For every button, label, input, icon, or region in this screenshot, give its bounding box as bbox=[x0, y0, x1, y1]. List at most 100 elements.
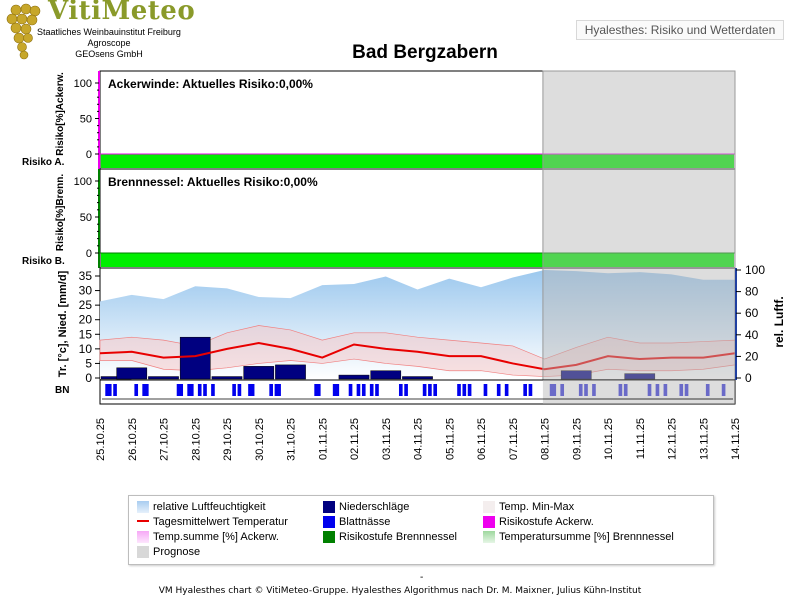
x-tick-label-11.11.25: 11.11.25 bbox=[635, 418, 647, 459]
legend-item-mean-temp: Tagesmittelwert Temperatur bbox=[137, 515, 288, 529]
leaf-wetness-block-13.11.25 bbox=[721, 384, 726, 396]
x-tick-label-08.11.25: 08.11.25 bbox=[540, 418, 552, 460]
risk-tick-label-ackerwinde: 50 bbox=[80, 114, 92, 126]
leaf-wetness-block-02.11.25 bbox=[369, 384, 374, 396]
leaf-wetness-block-29.10.25 bbox=[250, 384, 255, 396]
weather-tick-label-left: 10 bbox=[79, 342, 93, 356]
leaf-wetness-block-25.10.25 bbox=[105, 384, 109, 396]
weather-tick-label-left: 5 bbox=[85, 356, 92, 370]
legend-item-risk-ackerwinde: Risikostufe Ackerw. bbox=[483, 515, 594, 529]
grape-icon bbox=[6, 3, 41, 60]
legend-swatch-prognose bbox=[137, 546, 149, 558]
weather-tick-label-left: 20 bbox=[79, 313, 93, 327]
leaf-wetness-block-05.11.25 bbox=[467, 384, 472, 396]
leaf-wetness-block-04.11.25 bbox=[433, 384, 438, 396]
x-tick-label-14.11.25: 14.11.25 bbox=[730, 418, 742, 460]
chart-title: Bad Bergzabern bbox=[352, 42, 498, 63]
x-tick-label-13.11.25: 13.11.25 bbox=[698, 418, 710, 460]
footer-dash: - bbox=[420, 572, 424, 583]
leaf-wetness-block-08.11.25 bbox=[560, 384, 565, 396]
precipitation-bar-31.10.25 bbox=[275, 364, 306, 380]
x-tick-label-25.10.25: 25.10.25 bbox=[95, 418, 107, 461]
leaf-wetness-block-10.11.25 bbox=[618, 384, 623, 396]
risk-panel-brennnessel bbox=[99, 168, 736, 269]
vitimeteo-logo: VitiMeteo Staatliches Weinbauinstitut Fr… bbox=[0, 0, 195, 62]
risk-tick-label-brennnessel: 100 bbox=[74, 176, 92, 188]
leaf-wetness-block-31.10.25 bbox=[314, 384, 318, 396]
header-badge: Hyalesthes: Risiko und Wetterdaten bbox=[576, 20, 784, 40]
leaf-wetness-block-07.11.25 bbox=[523, 384, 527, 396]
weather-tick-label-left: 35 bbox=[79, 269, 93, 283]
x-tick-label-10.11.25: 10.11.25 bbox=[603, 418, 615, 460]
x-tick-label-01.11.25: 01.11.25 bbox=[317, 418, 329, 460]
leaf-wetness-block-30.10.25 bbox=[277, 384, 281, 396]
x-tick-label-31.10.25: 31.10.25 bbox=[286, 418, 298, 461]
leaf-wetness-block-26.10.25 bbox=[144, 384, 149, 396]
legend-swatch-mean-temp bbox=[137, 520, 149, 522]
x-tick-label-30.10.25: 30.10.25 bbox=[254, 418, 266, 461]
x-tick-label-04.11.25: 04.11.25 bbox=[413, 418, 425, 460]
x-tick-label-03.11.25: 03.11.25 bbox=[381, 418, 393, 460]
leaf-wetness-block-02.11.25 bbox=[356, 384, 361, 396]
legend-item-leaf-wetness: Blattnässe bbox=[323, 515, 390, 529]
leaf-wetness-block-01.11.25 bbox=[335, 384, 340, 396]
leaf-wetness-block-06.11.25 bbox=[504, 384, 509, 396]
leaf-wetness-block-12.11.25 bbox=[684, 384, 689, 396]
x-tick-label-28.10.25: 28.10.25 bbox=[190, 418, 202, 461]
leaf-wetness-block-31.10.25 bbox=[316, 384, 321, 396]
x-tick-label-07.11.25: 07.11.25 bbox=[508, 418, 520, 460]
leaf-wetness-block-27.10.25 bbox=[189, 384, 194, 396]
logo-title: VitiMeteo bbox=[48, 0, 196, 26]
x-tick-label-09.11.25: 09.11.25 bbox=[571, 418, 583, 460]
leaf-wetness-block-30.10.25 bbox=[269, 384, 273, 396]
precipitation-bar-28.10.25 bbox=[179, 336, 211, 380]
leaf-wetness-block-13.11.25 bbox=[705, 384, 710, 396]
risk-tick-label-brennnessel: 0 bbox=[86, 248, 92, 260]
precipitation-bar-26.10.25 bbox=[116, 367, 148, 380]
logo-line-geosens: GEOsens GmbH bbox=[75, 49, 143, 59]
leaf-wetness-block-01.11.25 bbox=[348, 384, 353, 396]
leaf-wetness-block-25.10.25 bbox=[107, 384, 112, 396]
risk-level-band-brennnessel bbox=[101, 253, 734, 267]
x-tick-label-27.10.25: 27.10.25 bbox=[159, 418, 171, 461]
leaf-wetness-block-29.10.25 bbox=[248, 384, 252, 396]
chart-legend: relative Luftfeuchtigkeit Niederschläge … bbox=[128, 495, 714, 565]
precipitation-bar-02.11.25 bbox=[338, 374, 370, 380]
mean-temperature-line bbox=[99, 342, 736, 371]
legend-swatch-temp-minmax bbox=[483, 501, 495, 513]
logo-line-agroscope: Agroscope bbox=[87, 38, 131, 48]
prognose-overlay bbox=[542, 70, 736, 381]
weather-axis-label-left: Tr. [°c], Nied. [mm/d] bbox=[57, 270, 69, 377]
weather-tick-label-right: 40 bbox=[745, 328, 759, 342]
weather-tick-label-left: 25 bbox=[79, 298, 93, 312]
precipitation-bar-03.11.25 bbox=[370, 370, 402, 380]
legend-swatch-risk-brennnessel bbox=[323, 531, 335, 543]
risk-tick-label-ackerwinde: 100 bbox=[74, 78, 92, 90]
leaf-wetness-block-27.10.25 bbox=[187, 384, 191, 396]
prognose-overlay-strip bbox=[542, 380, 735, 404]
risk-row-label-brennnessel: Risiko B. bbox=[22, 256, 65, 267]
leaf-wetness-block-11.11.25 bbox=[655, 384, 660, 396]
legend-swatch-tempsum-ackerwinde bbox=[137, 531, 149, 543]
leaf-wetness-block-25.10.25 bbox=[113, 384, 117, 396]
leaf-wetness-block-28.10.25 bbox=[197, 384, 202, 396]
weather-axis-label-right: rel. Luftf. bbox=[772, 296, 786, 347]
weather-tick-label-right: 100 bbox=[745, 263, 765, 277]
leaf-wetness-block-07.11.25 bbox=[528, 384, 533, 396]
leaf-wetness-block-28.10.25 bbox=[203, 384, 207, 396]
leaf-wetness-block-08.11.25 bbox=[552, 384, 557, 396]
weather-tick-label-left: 30 bbox=[79, 284, 93, 298]
legend-swatch-precipitation bbox=[323, 501, 335, 513]
leaf-wetness-block-06.11.25 bbox=[483, 384, 488, 396]
leaf-wetness-row-label: BN bbox=[55, 385, 69, 396]
leaf-wetness-block-09.11.25 bbox=[584, 384, 588, 396]
risk-level-band-ackerwinde bbox=[101, 154, 734, 168]
precipitation-bar-27.10.25 bbox=[148, 376, 179, 380]
x-tick-label-26.10.25: 26.10.25 bbox=[127, 418, 139, 461]
risk-tick-label-ackerwinde: 0 bbox=[86, 149, 92, 161]
leaf-wetness-block-01.11.25 bbox=[332, 384, 337, 396]
precipitation-bar-29.10.25 bbox=[211, 376, 243, 380]
weather-tick-label-right: 80 bbox=[745, 285, 759, 299]
precipitation-bar-09.11.25 bbox=[560, 370, 592, 380]
